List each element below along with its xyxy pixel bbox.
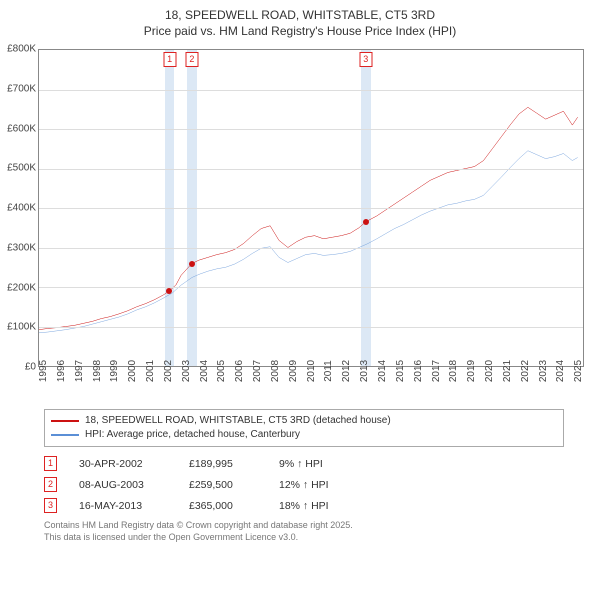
legend-swatch [51,434,79,436]
sale-marker-label: 2 [185,52,198,67]
sale-index: 2 [44,477,57,492]
sale-point [166,288,172,294]
footer-line-2: This data is licensed under the Open Gov… [44,532,564,544]
sale-point [363,219,369,225]
legend-item: 18, SPEEDWELL ROAD, WHITSTABLE, CT5 3RD … [51,414,557,428]
sale-marker-label: 1 [163,52,176,67]
sale-pct: 9% ↑ HPI [279,458,359,470]
chart-container: 18, SPEEDWELL ROAD, WHITSTABLE, CT5 3RD … [0,0,600,544]
y-tick-label: £400K [7,203,36,214]
sale-point [189,261,195,267]
legend-item: HPI: Average price, detached house, Cant… [51,428,557,442]
legend-label: HPI: Average price, detached house, Cant… [85,428,300,442]
plot-area: 12 3 [38,49,584,367]
sale-price: £189,995 [189,458,257,470]
sale-row: 2 08-AUG-2003 £259,500 12% ↑ HPI [44,474,564,495]
chart-area: £0 £100K £200K £300K £400K £500K £600K £700K £80… [0,43,592,403]
footer-line-1: Contains HM Land Registry data © Crown c… [44,520,564,532]
sale-row: 1 30-APR-2002 £189,995 9% ↑ HPI [44,453,564,474]
sale-price: £259,500 [189,479,257,491]
gridline [39,129,583,130]
y-tick-label: £600K [7,123,36,134]
gridline [39,208,583,209]
title-line-1: 18, SPEEDWELL ROAD, WHITSTABLE, CT5 3RD [0,8,600,24]
sale-date: 30-APR-2002 [79,458,167,470]
gridline [39,287,583,288]
sale-pct: 18% ↑ HPI [279,500,359,512]
gridline [39,327,583,328]
y-tick-label: £0 [25,362,36,373]
y-tick-label: £500K [7,163,36,174]
y-tick-label: £800K [7,44,36,55]
gridline [39,90,583,91]
sale-date: 16-MAY-2013 [79,500,167,512]
legend: 18, SPEEDWELL ROAD, WHITSTABLE, CT5 3RD … [44,409,564,447]
y-axis: £0£100K£200K£300K£400K£500K£600K£700K£80… [0,49,38,367]
legend-label: 18, SPEEDWELL ROAD, WHITSTABLE, CT5 3RD … [85,414,391,428]
title-line-2: Price paid vs. HM Land Registry's House … [0,24,600,40]
sale-index: 3 [44,498,57,513]
sale-price: £365,000 [189,500,257,512]
sale-row: 3 16-MAY-2013 £365,000 18% ↑ HPI [44,495,564,516]
series-line [39,107,578,329]
x-axis: 1995199619971998199920002001200220032004… [38,367,584,403]
sale-date: 08-AUG-2003 [79,479,167,491]
y-tick-label: £100K [7,322,36,333]
footer: Contains HM Land Registry data © Crown c… [44,520,564,543]
legend-swatch [51,420,79,422]
gridline [39,169,583,170]
series-line [39,151,578,333]
gridline [39,248,583,249]
y-tick-label: £200K [7,282,36,293]
sale-marker-label: 3 [359,52,372,67]
sales-table: 1 30-APR-2002 £189,995 9% ↑ HPI 2 08-AUG-2003… [44,453,564,516]
sale-pct: 12% ↑ HPI [279,479,359,491]
title-block: 18, SPEEDWELL ROAD, WHITSTABLE, CT5 3RD … [0,8,600,39]
y-tick-label: £700K [7,83,36,94]
y-tick-label: £300K [7,242,36,253]
x-tick-label: 2025 [573,360,600,382]
sale-index: 1 [44,456,57,471]
